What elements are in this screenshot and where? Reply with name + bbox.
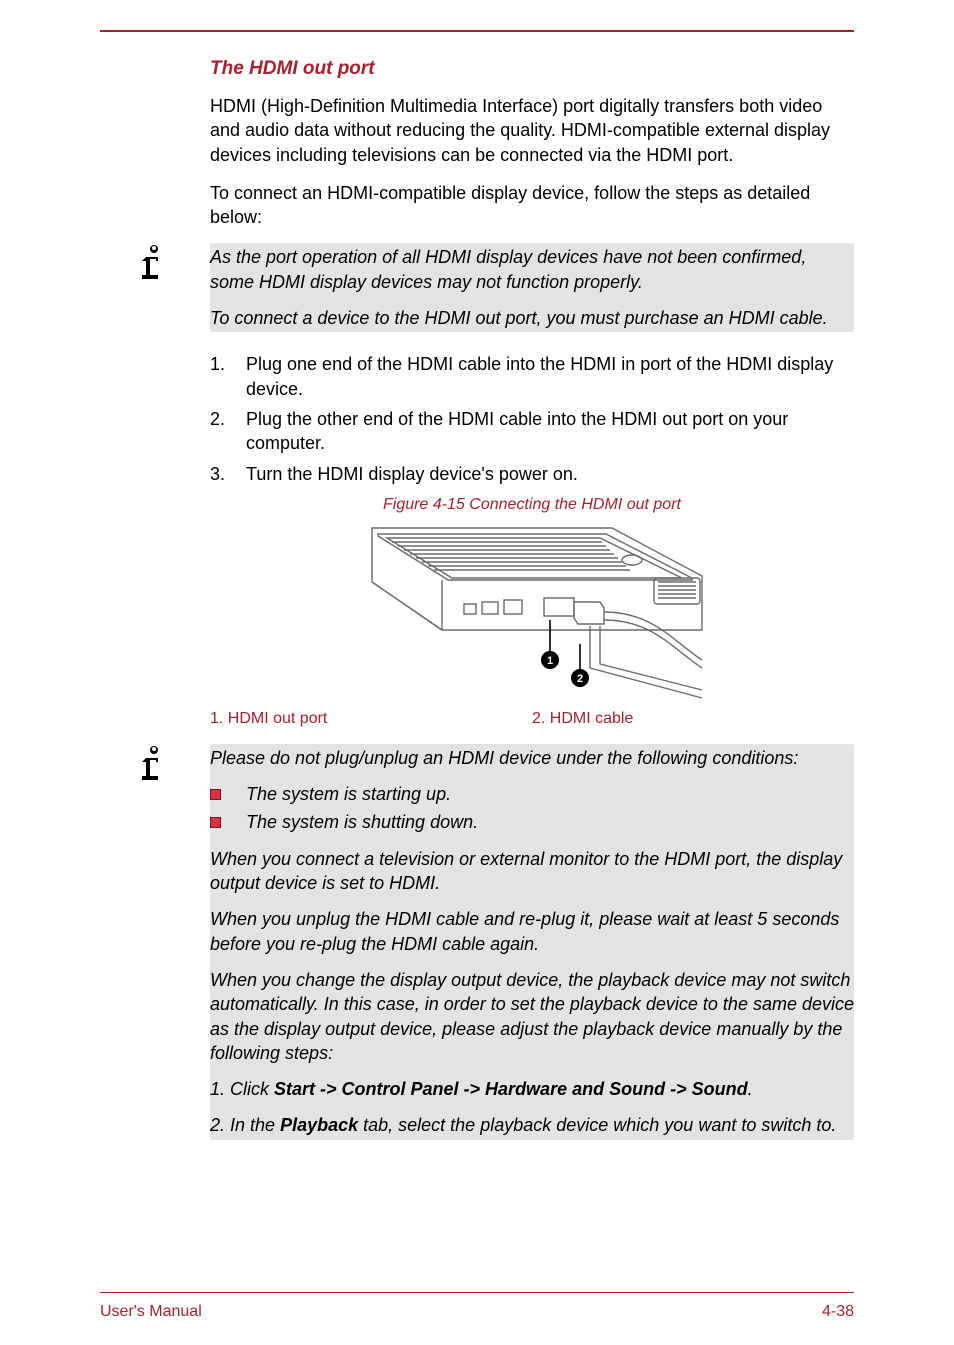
spacer [210,332,854,352]
note2-p7: 2. In the Playback tab, select the playb… [210,1113,854,1137]
step-text: Plug the other end of the HDMI cable int… [246,407,854,456]
page-footer: User's Manual 4-38 [100,1303,854,1321]
p6-post: . [748,1079,753,1099]
note2-lead: Please do not plug/unplug an HDMI device… [210,746,854,770]
p7-bold: Playback [280,1115,358,1135]
legend-1: 1. HDMI out port [210,710,532,728]
note1-p2: To connect a device to the HDMI out port… [210,306,854,330]
figure-hdmi: 1 2 [210,520,854,700]
footer-left: User's Manual [100,1303,202,1321]
bullet-icon [210,782,246,806]
info-icon [136,744,172,789]
step-number: 1. [210,352,246,401]
step-text: Turn the HDMI display device's power on. [246,462,578,486]
note-background: As the port operation of all HDMI displa… [210,243,854,332]
page: The HDMI out port HDMI (High-Definition … [0,0,954,1345]
step-number: 3. [210,462,246,486]
ordered-steps: 1. Plug one end of the HDMI cable into t… [210,352,854,485]
bullet-2: The system is shutting down. [210,810,854,834]
note2-p4: When you unplug the HDMI cable and re-pl… [210,907,854,956]
top-rule [100,30,854,32]
figure-caption: Figure 4-15 Connecting the HDMI out port [210,496,854,514]
svg-text:1: 1 [547,655,553,667]
step-2: 2. Plug the other end of the HDMI cable … [210,407,854,456]
content-column: The HDMI out port HDMI (High-Definition … [210,58,854,1140]
step-text: Plug one end of the HDMI cable into the … [246,352,854,401]
step-1: 1. Plug one end of the HDMI cable into t… [210,352,854,401]
legend-2: 2. HDMI cable [532,710,854,728]
p6-pre: 1. Click [210,1079,274,1099]
bullet-text: The system is shutting down. [246,810,478,834]
figure-legend: 1. HDMI out port 2. HDMI cable [210,710,854,728]
bullet-text: The system is starting up. [246,782,451,806]
bottom-rule [100,1292,854,1293]
step-3: 3. Turn the HDMI display device's power … [210,462,854,486]
note2-p6: 1. Click Start -> Control Panel -> Hardw… [210,1077,854,1101]
section-heading: The HDMI out port [210,58,854,80]
bullet-1: The system is starting up. [210,782,854,806]
step-number: 2. [210,407,246,456]
info-icon [136,243,172,288]
intro-paragraph-2: To connect an HDMI-compatible display de… [210,181,854,230]
p7-post: tab, select the playback device which yo… [358,1115,836,1135]
note2-p5: When you change the display output devic… [210,968,854,1065]
note-block-1: As the port operation of all HDMI displa… [210,243,854,332]
intro-paragraph-1: HDMI (High-Definition Multimedia Interfa… [210,94,854,167]
p7-pre: 2. In the [210,1115,280,1135]
note2-p3: When you connect a television or externa… [210,847,854,896]
p6-bold: Start -> Control Panel -> Hardware and S… [274,1079,748,1099]
note1-p1: As the port operation of all HDMI displa… [210,245,854,294]
note-block-2: Please do not plug/unplug an HDMI device… [210,744,854,1140]
footer-right: 4-38 [822,1303,854,1321]
note-background: Please do not plug/unplug an HDMI device… [210,744,854,1140]
bullet-icon [210,810,246,834]
svg-text:2: 2 [577,673,583,685]
